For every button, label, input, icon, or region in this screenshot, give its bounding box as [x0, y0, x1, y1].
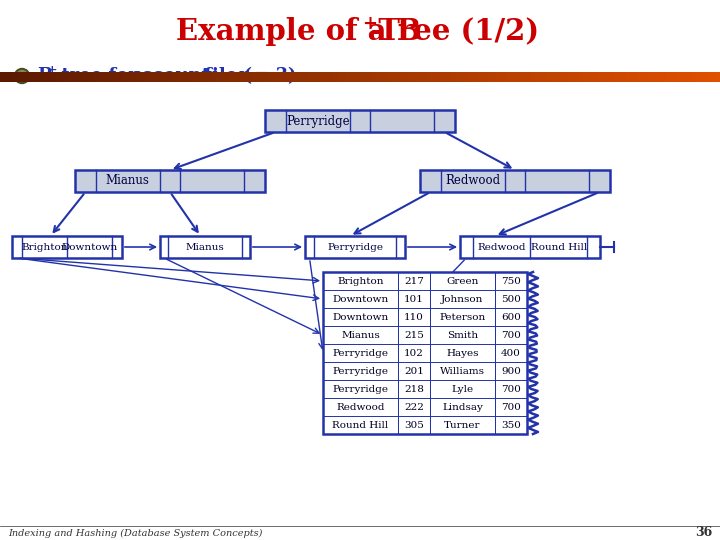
Circle shape	[17, 71, 27, 82]
Text: 222: 222	[404, 402, 424, 411]
Text: Williams: Williams	[440, 367, 485, 375]
Bar	[460, 236, 600, 258]
Text: 500: 500	[501, 294, 521, 303]
Text: Redwood: Redwood	[336, 402, 384, 411]
Text: 750: 750	[501, 276, 521, 286]
Text: Perryridge: Perryridge	[286, 114, 349, 127]
Text: 700: 700	[501, 330, 521, 340]
Text: 305: 305	[404, 421, 424, 429]
Text: Mianus: Mianus	[186, 242, 225, 252]
Text: 101: 101	[404, 294, 424, 303]
Text: Downtown: Downtown	[333, 313, 389, 321]
Text: 36: 36	[695, 526, 712, 539]
Text: Downtown: Downtown	[333, 294, 389, 303]
Text: Perryridge: Perryridge	[327, 242, 383, 252]
Text: Turner: Turner	[444, 421, 481, 429]
Bar	[75, 170, 265, 192]
Bar	[420, 170, 610, 192]
Text: = 3): = 3)	[248, 67, 297, 85]
Text: Brighton: Brighton	[337, 276, 384, 286]
Text: 600: 600	[501, 313, 521, 321]
Text: Mianus: Mianus	[106, 174, 150, 187]
Text: 700: 700	[501, 384, 521, 394]
Text: Perryridge: Perryridge	[333, 348, 389, 357]
Text: -Tree (1/2): -Tree (1/2)	[371, 17, 539, 46]
Bar	[265, 110, 455, 132]
Text: Perryridge: Perryridge	[333, 384, 389, 394]
Bar	[305, 236, 405, 258]
Bar	[12, 236, 122, 258]
Text: Indexing and Hashing (Database System Concepts): Indexing and Hashing (Database System Co…	[8, 529, 262, 537]
Text: file (: file (	[198, 67, 252, 85]
Text: Round Hill: Round Hill	[531, 242, 587, 252]
Text: +: +	[362, 15, 377, 33]
Text: Redwood: Redwood	[445, 174, 500, 187]
Text: Peterson: Peterson	[439, 313, 485, 321]
Bar	[160, 236, 250, 258]
Text: -tree for: -tree for	[54, 67, 144, 85]
Text: Hayes: Hayes	[446, 348, 479, 357]
Text: Brighton: Brighton	[21, 242, 68, 252]
Text: Round Hill: Round Hill	[333, 421, 389, 429]
Text: 900: 900	[501, 367, 521, 375]
Text: account: account	[130, 67, 210, 85]
Text: Johnson: Johnson	[441, 294, 484, 303]
Text: Redwood: Redwood	[477, 242, 526, 252]
Text: n: n	[238, 67, 251, 85]
Text: 217: 217	[404, 276, 424, 286]
Bar	[323, 272, 527, 434]
Text: 700: 700	[501, 402, 521, 411]
Text: +: +	[47, 64, 58, 78]
Text: Smith: Smith	[447, 330, 478, 340]
Text: Perryridge: Perryridge	[333, 367, 389, 375]
Text: 218: 218	[404, 384, 424, 394]
Text: Mianus: Mianus	[341, 330, 380, 340]
Circle shape	[14, 69, 30, 84]
Text: Lyle: Lyle	[451, 384, 474, 394]
Text: Example of a B: Example of a B	[176, 17, 421, 46]
Text: Lindsay: Lindsay	[442, 402, 483, 411]
Text: Downtown: Downtown	[61, 242, 117, 252]
Text: 400: 400	[501, 348, 521, 357]
Text: 201: 201	[404, 367, 424, 375]
Text: 110: 110	[404, 313, 424, 321]
Text: 350: 350	[501, 421, 521, 429]
Text: 215: 215	[404, 330, 424, 340]
Text: B: B	[37, 67, 53, 85]
Text: 102: 102	[404, 348, 424, 357]
Text: Green: Green	[446, 276, 479, 286]
